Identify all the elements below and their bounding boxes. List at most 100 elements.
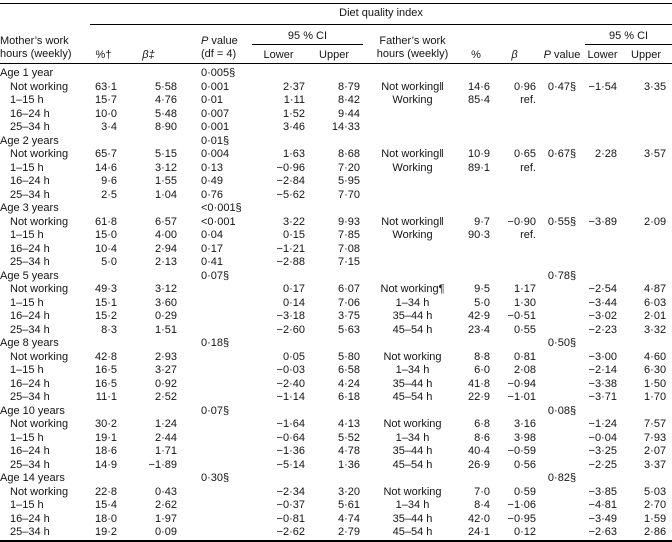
- table-row: 25–34 h 5·0 2·13 0·41 −2·88 7·15: [0, 256, 672, 270]
- cell-father-beta: −1·01: [507, 391, 536, 403]
- cell-father-ci-upper: 6·03: [644, 296, 667, 309]
- cell-mother-beta: [120, 270, 180, 284]
- cell-mother-ci-lower: 1·11: [283, 94, 305, 106]
- cell-father-hours: 35–44 h: [392, 512, 433, 525]
- cell-mother-beta: [120, 135, 180, 149]
- cell-mother-beta: 1·55: [154, 175, 177, 187]
- cell-father-ci-upper: [620, 405, 672, 419]
- cell-father-beta: 0·55: [513, 323, 536, 336]
- spanner-spacer: [0, 4, 90, 25]
- cell-father-pvalue: [539, 445, 585, 459]
- cell-mother-pvalue: [180, 445, 252, 459]
- cell-father-pct: [462, 121, 493, 135]
- cell-father-ci-upper: 2·09: [644, 215, 667, 228]
- cell-mother-ci-lower: −2·62: [276, 526, 305, 538]
- age-group-row: Age 10 years 0·07§ 0·08§: [0, 405, 672, 419]
- cell-mother-hours: 25–34 h: [10, 188, 50, 201]
- cell-father-beta: 0·65: [513, 148, 536, 160]
- cell-mother-pvalue: 0·07§: [201, 269, 230, 282]
- cell-mother-ci-upper: 6·07: [337, 283, 360, 295]
- cell-mother-pvalue: [180, 364, 252, 378]
- cell-mother-hours: Not working: [10, 148, 69, 160]
- cell-father-pct: 90·3: [467, 229, 490, 241]
- cell-father-pct: [462, 405, 493, 419]
- mother-hours-header: Mother’s work hours (weekly): [0, 35, 72, 60]
- mother-ci-header: 95 % CI: [252, 24, 363, 45]
- cell-father-hours: Not working‖: [381, 148, 444, 160]
- table-row: 16–24 h 15·2 0·29 −3·18 3·75 35–44 h 42·9 −0·51…: [0, 310, 672, 324]
- cell-mother-pvalue: [180, 418, 252, 432]
- table-row: 16–24 h 18·0 1·97 −0·81 4·74 35–44 h 42·0 −0·95…: [0, 513, 672, 527]
- cell-father-ci-upper: [620, 94, 672, 108]
- cell-father-ci-lower: −3·71: [588, 391, 617, 403]
- table-row: 25–34 h 14·9 −1·89 −5·14 1·36 45–54 h 26·9 0·56…: [0, 459, 672, 473]
- cell-mother-ci-lower: −1·21: [276, 242, 305, 255]
- cell-father-pvalue: [539, 202, 585, 216]
- cell-father-pvalue: 0·67§: [547, 148, 577, 160]
- cell-father-ci-lower: [585, 175, 620, 189]
- cell-mother-pvalue: 0·07§: [201, 404, 230, 417]
- cell-mother-beta: [120, 472, 180, 486]
- cell-father-beta: 0·96: [513, 80, 536, 93]
- cell-father-ci-lower: [585, 94, 620, 108]
- cell-father-pct: 6·8: [474, 418, 490, 430]
- cell-father-hours: Not working: [383, 350, 442, 363]
- cell-father-beta: 3·16: [513, 418, 536, 430]
- cell-mother-pct: 5·0: [101, 256, 117, 268]
- table-row: Not working 49·3 3·12 0·17 6·07 Not working¶ 9…: [0, 283, 672, 297]
- cell-mother-beta: 0·09: [154, 526, 177, 538]
- cell-father-pct: 7·0: [474, 485, 490, 498]
- cell-father-hours: Working: [392, 94, 433, 106]
- age-group-row: Age 5 years 0·07§ 0·78§: [0, 270, 672, 284]
- cell-mother-pvalue: 0·001: [201, 121, 230, 133]
- cell-mother-beta: [120, 405, 180, 419]
- cell-father-ci-upper: [620, 175, 672, 189]
- father-hours-header: Father’s work hours (weekly): [376, 35, 449, 60]
- table-row: 25–34 h 8·3 1·51 −2·60 5·63 45–54 h 23·4 0·55 −2…: [0, 324, 672, 338]
- cell-father-ci-lower: −4·81: [588, 499, 617, 511]
- cell-mother-ci-lower: −2·84: [276, 175, 305, 187]
- cell-mother-hours: 1–15 h: [10, 161, 44, 174]
- cell-mother-ci-lower: [252, 337, 308, 351]
- cell-mother-pvalue: 0·04: [201, 229, 224, 241]
- table-row: 1–15 h 15·4 2·62 −0·37 5·61 1–34 h 8·4 −1·06 −4·…: [0, 499, 672, 513]
- cell-father-beta: ref.: [520, 229, 536, 241]
- cell-father-hours: Not working‖: [381, 215, 444, 228]
- cell-mother-ci-upper: 4·78: [337, 445, 360, 457]
- cell-mother-hours: 25–34 h: [10, 121, 50, 133]
- cell-father-beta: −0·90: [507, 215, 536, 228]
- cell-mother-beta: 3·12: [154, 283, 177, 295]
- cell-mother-hours: 1–15 h: [10, 499, 44, 511]
- cell-mother-pct: [90, 64, 120, 81]
- cell-father-ci-upper: 3·35: [644, 80, 667, 93]
- cell-mother-hours: Age 3 years: [0, 202, 59, 214]
- cell-father-hours: [363, 64, 462, 81]
- cell-mother-hours: 16–24 h: [10, 377, 50, 390]
- cell-father-ci-lower: −3·89: [588, 215, 617, 228]
- cell-mother-ci-lower: −1·64: [276, 418, 305, 430]
- cell-father-hours: 45–54 h: [392, 323, 433, 336]
- cell-mother-pvalue: [180, 513, 252, 527]
- cell-father-ci-lower: [585, 229, 620, 243]
- cell-father-beta: [493, 337, 539, 351]
- cell-father-ci-lower: [585, 108, 620, 122]
- cell-mother-ci-lower: 0·05: [282, 350, 305, 363]
- cell-father-pvalue: 0·82§: [547, 472, 577, 484]
- cell-father-ci-upper: 2·70: [644, 499, 667, 511]
- cell-father-beta: 0·81: [513, 350, 536, 363]
- cell-father-ci-upper: 2·01: [644, 310, 667, 322]
- cell-father-pct: 8·4: [474, 499, 490, 511]
- cell-father-hours: 35–44 h: [392, 377, 433, 390]
- cell-father-beta: [493, 202, 539, 216]
- cell-father-hours: 1–34 h: [395, 296, 430, 309]
- father-pvalue-header: P value: [543, 49, 581, 61]
- cell-mother-ci-lower: −2·60: [276, 323, 305, 336]
- cell-mother-pct: [90, 202, 120, 216]
- cell-mother-pvalue: [180, 432, 252, 446]
- cell-mother-ci-lower: [252, 202, 308, 216]
- table-row: 16–24 h 10·0 5·48 0·007 1·52 9·44: [0, 108, 672, 122]
- cell-mother-pct: 63·1: [94, 80, 117, 93]
- cell-mother-beta: 3·60: [154, 296, 177, 309]
- cell-mother-ci-lower: 1·63: [282, 148, 305, 160]
- cell-father-pct: 85·4: [467, 94, 490, 106]
